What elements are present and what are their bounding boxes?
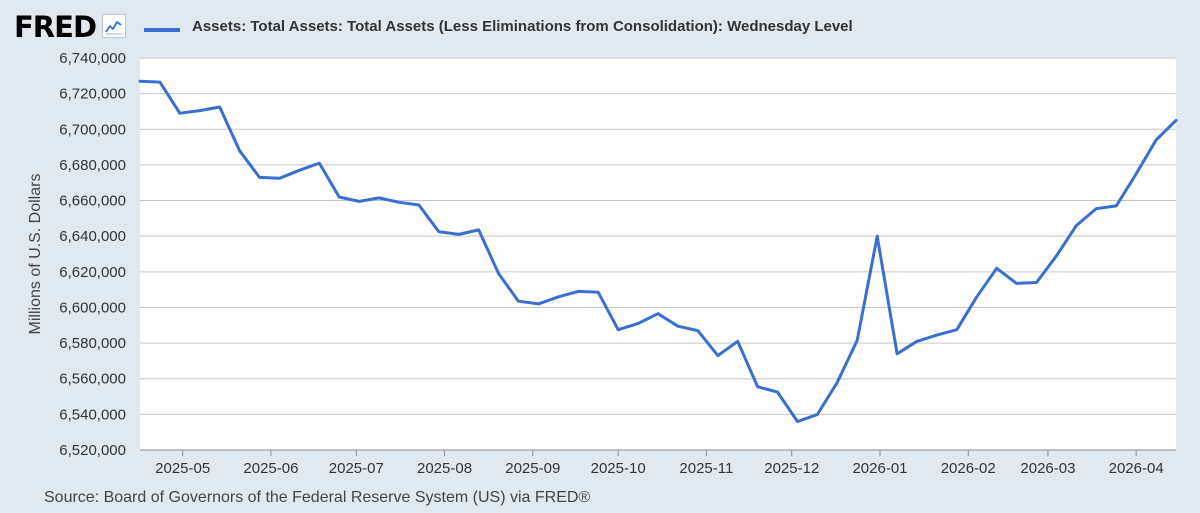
- x-tick-label: 2025-12: [764, 460, 819, 477]
- gridlines: [140, 57, 1176, 451]
- x-tick-label: 2026-03: [1020, 460, 1075, 477]
- y-tick-label: 6,740,000: [59, 50, 126, 67]
- x-tick-label: 2025-11: [679, 460, 733, 477]
- y-tick-label: 6,680,000: [59, 157, 126, 174]
- trend-line-icon: [102, 14, 126, 38]
- x-tick-label: 2026-04: [1109, 460, 1164, 477]
- x-tick-label: 2025-08: [417, 460, 472, 477]
- x-tick-label: 2025-05: [155, 460, 210, 477]
- y-tick-label: 6,620,000: [59, 264, 126, 281]
- legend-label[interactable]: Assets: Total Assets: Total Assets (Less…: [192, 18, 853, 35]
- source-note[interactable]: Source: Board of Governors of the Federa…: [44, 489, 591, 506]
- y-tick-label: 6,700,000: [59, 121, 126, 138]
- x-tick-label: 2026-02: [941, 460, 996, 477]
- legend-swatch: [144, 28, 180, 32]
- y-tick-label: 6,600,000: [59, 299, 126, 316]
- x-tick-label: 2025-10: [591, 460, 646, 477]
- plot-area: [140, 58, 1176, 450]
- fred-logo[interactable]: FRED: [14, 10, 97, 44]
- x-tick-label: 2025-09: [505, 460, 560, 477]
- x-tick-label: 2025-07: [329, 460, 384, 477]
- x-axis: 2025-05 2025-06 2025-07 2025-08 2025-09 2025-…: [140, 449, 1176, 477]
- y-axis-tick-labels: 6,520,000 6,540,000 6,560,000 6,580,000 6,60…: [59, 50, 126, 459]
- y-tick-label: 6,580,000: [59, 335, 126, 352]
- y-tick-label: 6,540,000: [59, 406, 126, 423]
- y-tick-label: 6,560,000: [59, 371, 126, 388]
- series-layer: [138, 79, 1178, 423]
- x-tick-label: 2025-06: [243, 460, 298, 477]
- y-tick-label: 6,720,000: [59, 86, 126, 103]
- series-line: [138, 79, 1178, 423]
- x-tick-label: 2026-01: [852, 460, 907, 477]
- chart-header: FRED Assets: Total Assets: Total Assets …: [0, 0, 1200, 52]
- y-tick-label: 6,520,000: [59, 442, 126, 459]
- y-tick-label: 6,660,000: [59, 193, 126, 210]
- y-axis-label: Millions of U.S. Dollars: [27, 174, 44, 335]
- y-tick-label: 6,640,000: [59, 228, 126, 245]
